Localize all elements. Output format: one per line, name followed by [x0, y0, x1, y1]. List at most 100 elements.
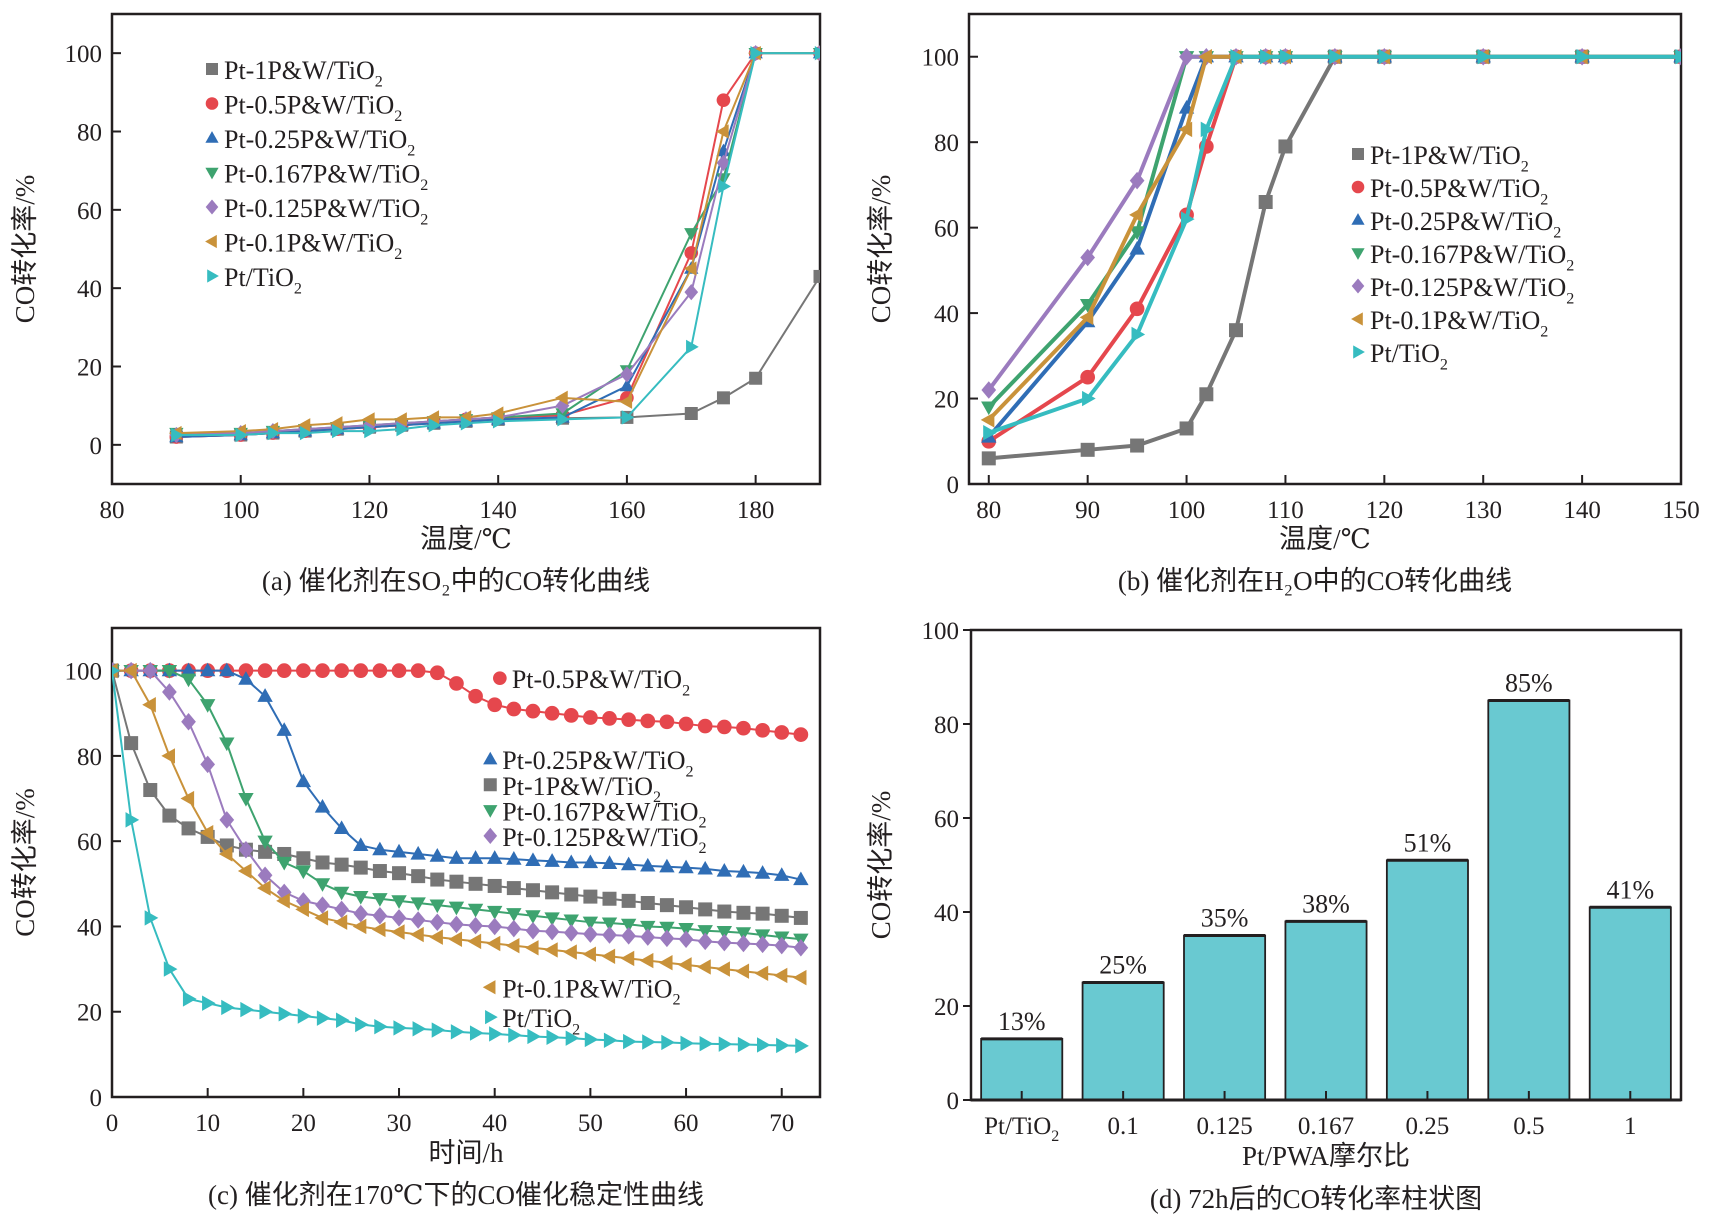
data-point	[412, 1021, 427, 1037]
data-point	[299, 425, 313, 441]
data-point	[792, 969, 807, 986]
data-point	[429, 929, 443, 945]
legend: Pt-0.5P&W/TiO2 Pt-0.25P&W/TiO2Pt-1P&W/TiO…	[482, 665, 707, 1038]
data-point	[353, 860, 368, 875]
data-point	[1378, 49, 1393, 65]
data-point	[716, 93, 731, 107]
data-point	[563, 924, 579, 942]
data-point	[1477, 49, 1492, 65]
x-tick-label: 80	[976, 497, 1001, 524]
data-point	[602, 711, 617, 726]
data-point	[490, 406, 504, 421]
data-point	[1329, 49, 1343, 65]
data-point	[716, 933, 732, 952]
data-point	[583, 710, 598, 725]
data-point	[163, 961, 178, 977]
y-tick-label: 100	[922, 45, 960, 72]
y-tick-label: 100	[65, 659, 103, 686]
data-point	[583, 889, 598, 904]
data-point	[755, 935, 770, 954]
series-line	[987, 54, 1681, 392]
data-point	[525, 910, 541, 924]
data-point	[1082, 390, 1096, 407]
data-point	[353, 837, 369, 852]
series-line	[987, 54, 1681, 422]
legend-label: Pt-0.5P&W/TiO2	[1370, 174, 1548, 208]
data-point	[980, 412, 995, 428]
data-point	[619, 394, 633, 409]
x-tick-label: 0.125	[1196, 1113, 1252, 1140]
data-point	[315, 663, 330, 678]
data-point	[544, 912, 560, 926]
data-point	[391, 895, 407, 909]
data-point	[661, 1034, 675, 1051]
legend: Pt-1P&W/TiO2Pt-0.5P&W/TiO2Pt-0.25P&W/TiO…	[1351, 141, 1574, 373]
data-point	[199, 824, 214, 841]
bar	[1385, 859, 1469, 1101]
data-point	[467, 933, 482, 950]
data-point	[620, 918, 637, 933]
panel-a-so2-conversion-chart: 80 100 120 140 160 180 0 20 40 60 80 100 温度/℃ CO转化率/%…	[10, 12, 822, 596]
data-point	[219, 662, 235, 677]
series-Pt-1P-W-TiO2	[112, 663, 808, 925]
data-point	[315, 896, 330, 914]
data-point	[334, 663, 349, 678]
legend-label: Pt-0.25P&W/TiO2	[224, 125, 415, 159]
data-point	[390, 924, 405, 940]
bar-group: 85% 0.5	[1487, 669, 1571, 1140]
series-Pt-0.5P-W-TiO2	[981, 49, 1681, 449]
data-point	[505, 937, 520, 954]
data-point	[489, 1026, 503, 1042]
data-point	[218, 846, 233, 862]
data-point	[754, 965, 769, 982]
x-tick-label: 30	[387, 1110, 412, 1137]
data-point	[544, 922, 560, 941]
data-point	[276, 856, 292, 871]
y-tick-label: 20	[77, 1000, 102, 1027]
data-point	[1129, 207, 1143, 223]
data-point	[431, 1022, 446, 1038]
data-point	[506, 701, 522, 717]
data-point	[755, 722, 770, 738]
data-point	[683, 261, 697, 276]
legend-marker	[483, 778, 497, 792]
x-tick-label: Pt/TiO2	[984, 1113, 1059, 1145]
data-point	[715, 124, 729, 139]
data-point	[202, 995, 216, 1011]
data-point	[793, 871, 809, 886]
y-tick-label: 80	[77, 120, 102, 147]
x-tick-label: 120	[1366, 497, 1404, 524]
data-point	[1080, 248, 1096, 267]
legend-label: Pt-1P&W/TiO2	[502, 772, 661, 806]
x-tick-label: 160	[608, 497, 646, 524]
y-tick-label: 60	[934, 806, 959, 833]
data-point	[527, 1028, 542, 1045]
data-point	[238, 840, 254, 859]
data-point	[314, 799, 331, 813]
data-point	[353, 904, 369, 923]
data-point	[621, 893, 636, 908]
data-label: 51%	[1404, 828, 1452, 857]
data-point	[716, 391, 730, 405]
data-point	[144, 910, 159, 926]
data-point	[684, 407, 698, 420]
x-tick-label: 0.25	[1406, 1113, 1450, 1140]
data-point	[429, 665, 445, 681]
legend-label: Pt/TiO2	[502, 1004, 580, 1038]
x-tick-label: 0.167	[1298, 1113, 1354, 1140]
data-point	[257, 663, 273, 678]
data-point	[659, 858, 675, 873]
data-point	[563, 914, 579, 929]
data-point	[582, 916, 599, 931]
data-point	[621, 712, 636, 728]
data-point	[563, 854, 579, 869]
panel-caption: (d) 72h后的CO转化率柱状图	[1150, 1184, 1482, 1214]
bar	[1487, 699, 1571, 1101]
legend-marker	[205, 199, 219, 215]
legend-marker	[205, 131, 219, 143]
legend-label: Pt-0.1P&W/TiO2	[224, 229, 402, 263]
data-label: 85%	[1505, 669, 1553, 698]
data-point	[1258, 195, 1273, 209]
y-tick-label: 60	[934, 216, 959, 243]
data-point	[525, 883, 540, 898]
